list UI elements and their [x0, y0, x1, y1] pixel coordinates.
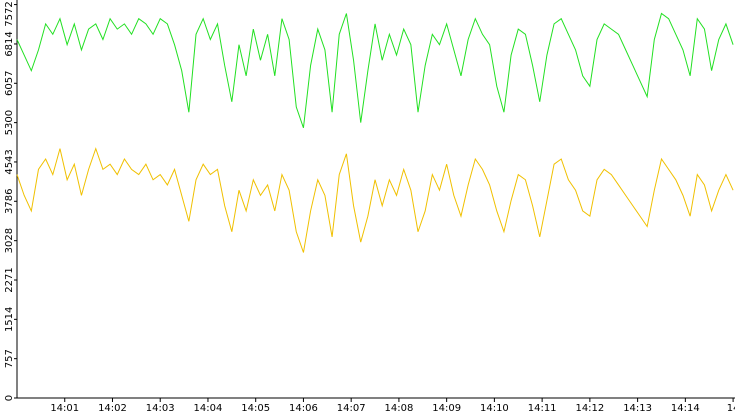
y-tick-label: 4543: [4, 149, 15, 174]
x-tick-label: 14:06: [289, 403, 318, 414]
x-tick-label: 14:04: [194, 403, 223, 414]
x-tick-label: 14:13: [623, 403, 652, 414]
x-tick-label: 14:10: [480, 403, 509, 414]
y-tick-label: 6814: [4, 31, 15, 56]
x-tick-label: 14: [727, 403, 735, 414]
y-tick-label: 757: [4, 349, 15, 368]
y-tick-label: 0: [4, 395, 15, 401]
x-tick-label: 14:03: [146, 403, 175, 414]
x-tick-label: 14:14: [671, 403, 700, 414]
x-tick-label: 14:02: [98, 403, 127, 414]
y-tick-label: 2271: [4, 267, 15, 292]
x-tick-label: 14:09: [432, 403, 461, 414]
x-tick-label: 14:11: [528, 403, 557, 414]
y-tick-label: 3786: [4, 189, 15, 214]
y-tick-label: 6057: [4, 71, 15, 96]
y-tick-label: 5300: [4, 110, 15, 135]
x-tick-label: 14:05: [241, 403, 270, 414]
x-tick-label: 14:08: [385, 403, 414, 414]
y-tick-label: 7572: [4, 1, 15, 26]
x-tick-label: 14:01: [50, 403, 79, 414]
series-line: [16, 147, 734, 253]
x-tick-label: 14:07: [337, 403, 366, 414]
series-line: [16, 12, 734, 128]
y-tick-label: 3028: [4, 228, 15, 253]
x-tick-label: 14:12: [575, 403, 604, 414]
y-tick-label: 1514: [4, 307, 15, 332]
